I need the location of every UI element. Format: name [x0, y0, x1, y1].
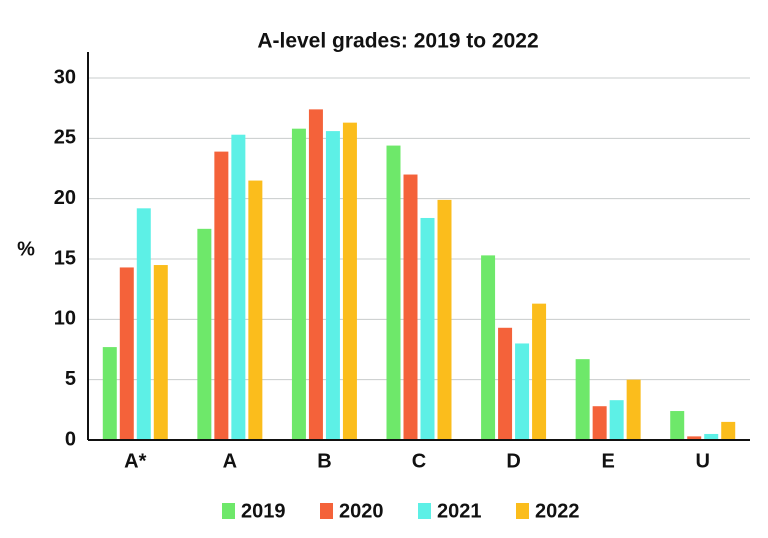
bar — [532, 303, 547, 440]
y-tick-label: 30 — [54, 66, 76, 88]
bar — [119, 267, 134, 440]
y-tick-label: 15 — [54, 247, 76, 269]
bar — [136, 208, 151, 440]
legend-swatch — [516, 503, 529, 519]
bar — [437, 199, 452, 440]
y-tick-label: 0 — [65, 428, 76, 450]
legend-label: 2022 — [535, 500, 580, 522]
x-tick-label: A* — [124, 450, 146, 472]
bar — [609, 400, 624, 440]
bar — [420, 217, 435, 440]
bar — [197, 228, 212, 440]
bar — [248, 180, 263, 441]
bar — [102, 347, 117, 440]
legend-swatch — [418, 503, 431, 519]
bar — [403, 174, 418, 441]
x-tick-label: D — [506, 450, 520, 472]
bar — [592, 406, 607, 440]
bar — [704, 433, 719, 440]
y-tick-label: 25 — [54, 127, 76, 149]
bar — [575, 359, 590, 440]
legend-label: 2021 — [437, 500, 482, 522]
y-tick-label: 20 — [54, 187, 76, 209]
bar — [498, 327, 513, 440]
bar — [481, 255, 496, 440]
legend-label: 2020 — [339, 500, 384, 522]
y-tick-label: 10 — [54, 308, 76, 330]
bar — [626, 379, 641, 440]
legend-swatch — [222, 503, 235, 519]
x-tick-label: C — [412, 450, 426, 472]
y-tick-label: 5 — [65, 368, 76, 390]
bar — [670, 411, 685, 440]
legend-swatch — [320, 503, 333, 519]
bar — [325, 131, 340, 441]
x-tick-label: A — [223, 450, 237, 472]
bar — [515, 343, 530, 440]
x-tick-label: U — [695, 450, 709, 472]
bar — [308, 109, 323, 440]
bar — [687, 436, 702, 440]
bar — [291, 128, 306, 440]
legend-label: 2019 — [241, 500, 286, 522]
bar — [721, 421, 736, 440]
bar — [214, 151, 229, 440]
x-tick-label: E — [601, 450, 614, 472]
chart-title: A-level grades: 2019 to 2022 — [257, 30, 538, 53]
y-axis-label: % — [17, 238, 35, 260]
bar — [153, 265, 168, 440]
bar — [386, 145, 401, 440]
bar — [342, 122, 357, 440]
x-tick-label: B — [317, 450, 331, 472]
bar — [231, 134, 246, 441]
